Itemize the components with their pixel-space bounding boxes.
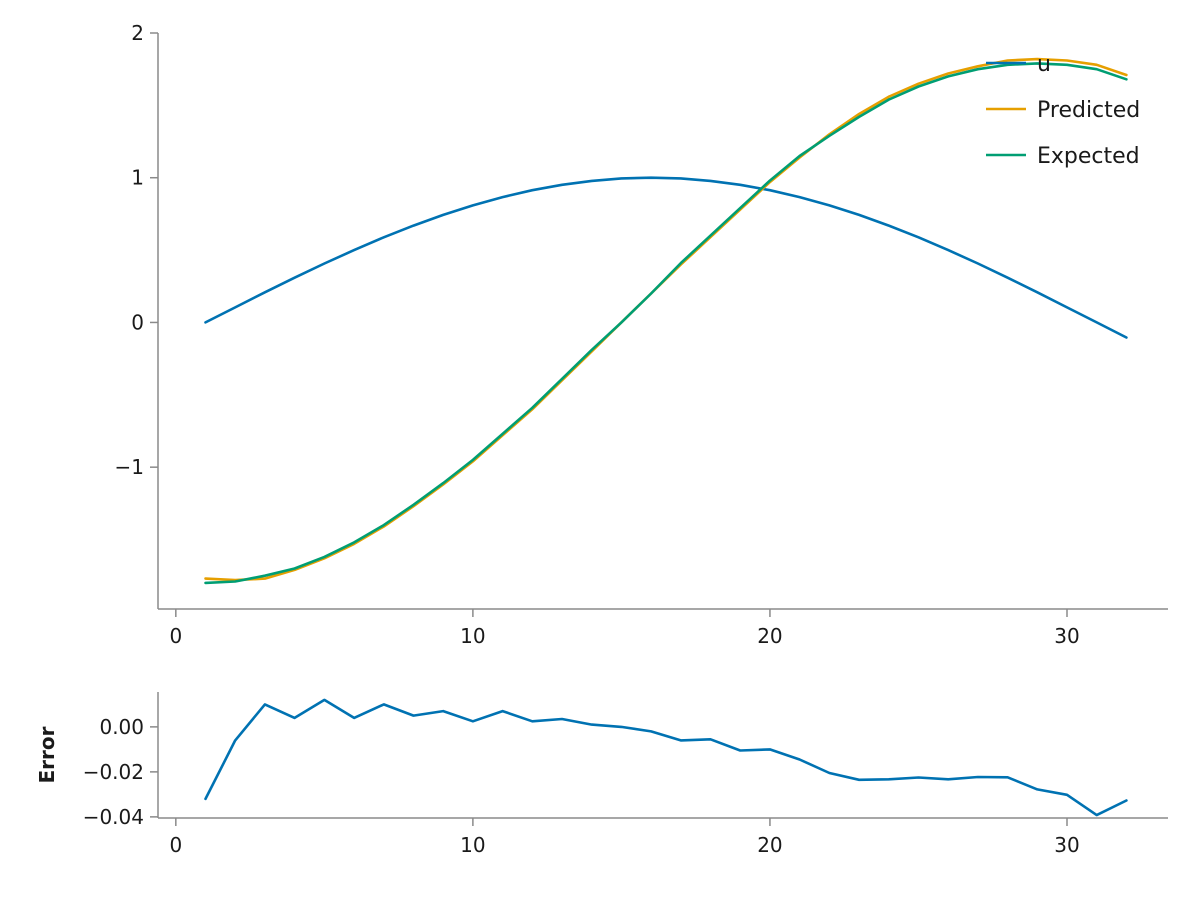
legend-label-predicted: Predicted xyxy=(1037,98,1140,123)
legend-label-u: u xyxy=(1037,52,1051,77)
x-tick-label: 0 xyxy=(169,833,182,857)
y-tick-label: −1 xyxy=(115,455,144,479)
legend-label-expected: Expected xyxy=(1037,144,1140,169)
y-tick-label: 1 xyxy=(131,166,144,190)
y-tick-label: 2 xyxy=(131,21,144,45)
x-tick-label: 20 xyxy=(757,624,782,648)
series-line-error xyxy=(204,698,1128,817)
y-tick-label: 0.00 xyxy=(99,715,144,739)
x-tick-label: 0 xyxy=(169,624,182,648)
main-line-chart: 0 10 20 30 −1 0 1 2 u Predicted Expected xyxy=(115,21,1168,648)
y-tick-label: 0 xyxy=(131,310,144,334)
y-tick-label: −0.02 xyxy=(83,760,144,784)
x-tick-label: 10 xyxy=(460,833,485,857)
x-tick-label: 20 xyxy=(757,833,782,857)
series-line-expected xyxy=(204,62,1128,585)
x-tick-label: 30 xyxy=(1054,833,1079,857)
y-axis-label: Error xyxy=(35,726,59,783)
series-line-predicted xyxy=(204,57,1128,582)
y-tick-label: −0.04 xyxy=(83,805,144,829)
series-line-u xyxy=(204,176,1128,339)
x-tick-label: 30 xyxy=(1054,624,1079,648)
x-tick-label: 10 xyxy=(460,624,485,648)
error-line-chart: 0 10 20 30 −0.04 −0.02 0.00 Error xyxy=(35,692,1168,857)
